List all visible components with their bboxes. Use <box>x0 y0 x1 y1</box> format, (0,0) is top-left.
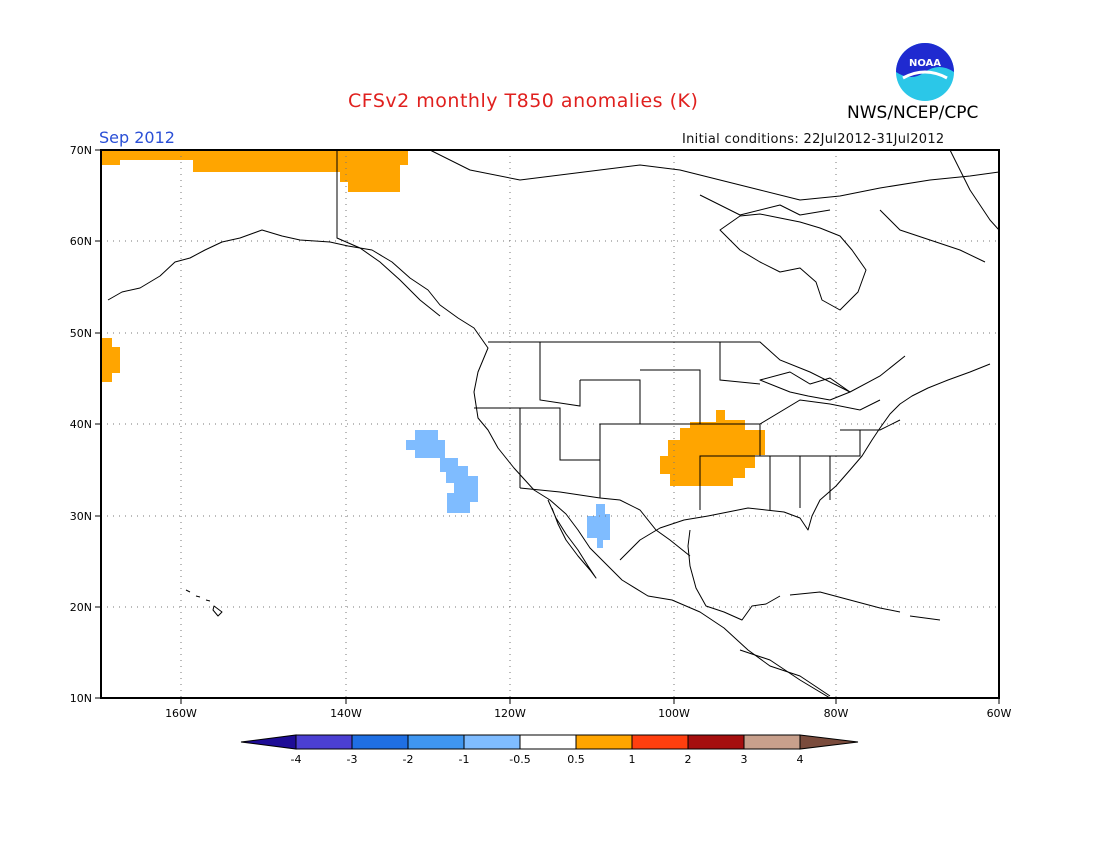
coastline-baja <box>547 499 597 579</box>
lon-label-100w: 100W <box>658 707 690 720</box>
lat-label-40n: 40N <box>70 418 92 431</box>
anomaly-region-northeast-pacific <box>101 338 120 382</box>
colorbar-label: 3 <box>741 753 748 766</box>
lat-label-20n: 20N <box>70 601 92 614</box>
colorbar-label: -1 <box>459 753 470 766</box>
lat-label-30n: 30N <box>70 510 92 523</box>
coastline-arctic-islands <box>429 150 999 201</box>
colorbar-label: -3 <box>347 753 358 766</box>
colorbar-labels: -4 -3 -2 -1 -0.5 0.5 1 2 3 4 <box>291 753 804 766</box>
initial-conditions: Initial conditions: 22Jul2012-31Jul2012 <box>682 132 945 147</box>
political-borders <box>336 150 906 557</box>
coastline-pacific <box>107 229 831 697</box>
colorbar-label: -2 <box>403 753 414 766</box>
valid-month: Sep 2012 <box>99 128 175 147</box>
colorbar-swatch-1 <box>295 734 353 750</box>
anomaly-region-arctic-coast <box>101 150 408 192</box>
colorbar-swatch-0 <box>240 734 297 750</box>
lat-labels: 70N 60N 50N 40N 30N 20N 10N <box>70 144 92 705</box>
coastline-cuba <box>789 591 901 613</box>
colorbar-swatch-7 <box>631 734 689 750</box>
coastline-mexico-east <box>687 529 781 621</box>
alaska-border <box>336 150 441 317</box>
lat-label-50n: 50N <box>70 327 92 340</box>
map-gridlines <box>101 150 999 698</box>
us-canada-border <box>488 341 906 393</box>
chart-title: CFSv2 monthly T850 anomalies (K) <box>348 90 699 112</box>
anomaly-shading <box>101 150 765 548</box>
noaa-logo-icon: NOAA <box>896 43 954 101</box>
colorbar-swatch-3 <box>407 734 465 750</box>
colorbar-label: -0.5 <box>509 753 530 766</box>
colorbar-label: 0.5 <box>567 753 585 766</box>
colorbar-label: -4 <box>291 753 302 766</box>
lat-label-10n: 10N <box>70 692 92 705</box>
lat-label-60n: 60N <box>70 235 92 248</box>
colorbar-swatch-10 <box>799 734 859 750</box>
axis-ticks <box>95 149 1000 704</box>
lon-label-140w: 140W <box>330 707 362 720</box>
us-mexico-border <box>519 487 691 557</box>
lon-label-80w: 80W <box>824 707 849 720</box>
lon-label-60w: 60W <box>987 707 1012 720</box>
noaa-logo-text: NOAA <box>909 58 941 69</box>
colorbar-label: 4 <box>797 753 804 766</box>
lat-label-70n: 70N <box>70 144 92 157</box>
coastlines <box>107 150 999 698</box>
coastline-hawaii <box>185 589 223 617</box>
colorbar-swatch-4 <box>463 734 521 750</box>
agency-label: NWS/NCEP/CPC <box>847 103 979 123</box>
colorbar-swatch-9 <box>743 734 801 750</box>
lon-labels: 160W 140W 120W 100W 80W 60W <box>165 707 1011 720</box>
colorbar-swatch-6 <box>575 734 633 750</box>
anomaly-region-central-us <box>660 410 765 486</box>
colorbar <box>240 734 859 750</box>
colorbar-label: 2 <box>685 753 692 766</box>
lon-label-120w: 120W <box>494 707 526 720</box>
coastline-hudson-bay <box>719 213 867 311</box>
coastline-central-america <box>739 649 831 698</box>
anomaly-region-offshore-california <box>406 430 478 513</box>
colorbar-swatch-5 <box>519 734 577 750</box>
lon-label-160w: 160W <box>165 707 197 720</box>
coastline-gulf <box>619 363 991 561</box>
colorbar-label: 1 <box>629 753 636 766</box>
map-frame-background <box>101 150 999 698</box>
anomaly-region-sonora <box>587 504 610 548</box>
coastline-greenland <box>949 150 999 231</box>
colorbar-swatch-8 <box>687 734 745 750</box>
colorbar-swatch-2 <box>351 734 409 750</box>
